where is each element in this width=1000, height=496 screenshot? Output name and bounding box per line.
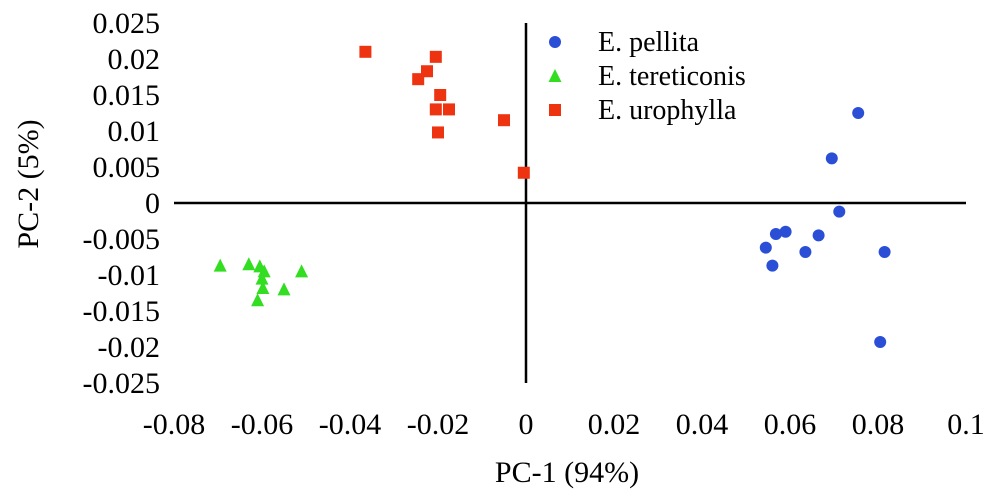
y-tick-label: 0.005	[93, 151, 161, 184]
point-e-urophylla	[429, 103, 442, 116]
x-tick-label: 0.02	[588, 408, 641, 441]
point-e-urophylla	[434, 89, 447, 101]
point-e-pellita	[878, 245, 891, 258]
x-tick-label: -0.08	[143, 408, 206, 441]
point-e-urophylla	[359, 45, 372, 58]
y-tick-label: -0.01	[98, 259, 161, 292]
point-e-tereticonis	[213, 258, 227, 272]
y-tick-label: 0.025	[93, 7, 161, 40]
y-tick-label: 0	[145, 187, 160, 220]
point-e-urophylla	[429, 50, 442, 63]
legend-marker-e-pellita	[549, 36, 561, 48]
point-e-tereticonis	[242, 257, 256, 271]
x-tick-label: -0.06	[231, 408, 294, 441]
point-e-urophylla	[412, 73, 425, 86]
point-e-pellita	[769, 227, 782, 240]
point-e-urophylla	[432, 126, 444, 139]
x-tick-label: 0.04	[676, 408, 729, 441]
y-axis-label: PC-2 (5%)	[12, 119, 45, 248]
point-e-pellita	[766, 259, 779, 272]
legend-marker-e-tereticonis	[548, 69, 562, 82]
data-points	[213, 45, 891, 348]
y-tick-label: -0.02	[98, 331, 161, 364]
point-e-tereticonis	[256, 280, 270, 294]
point-e-urophylla	[498, 114, 510, 127]
x-axis-label: PC-1 (94%)	[495, 456, 639, 489]
legend-label-e-tereticonis: E. tereticonis	[598, 61, 746, 92]
x-tick-label: 0.08	[852, 408, 905, 441]
tick-labels: -0.08 -0.06 -0.04 -0.02 0 0.02 0.04 0.06 0.08 0.1…	[83, 7, 985, 441]
axes	[174, 23, 966, 383]
point-e-pellita	[825, 152, 838, 165]
point-e-pellita	[874, 335, 887, 348]
point-e-tereticonis	[251, 293, 265, 307]
x-tick-label: -0.02	[407, 408, 470, 441]
y-tick-label: 0.02	[108, 43, 161, 76]
x-tick-label: 0	[519, 408, 534, 441]
legend-label-e-pellita: E. pellita	[598, 27, 700, 58]
point-e-pellita	[852, 107, 865, 119]
point-e-tereticonis	[277, 282, 291, 296]
x-tick-label: -0.04	[319, 408, 382, 441]
x-tick-label: 0.06	[764, 408, 817, 441]
y-tick-label: 0.01	[108, 115, 161, 148]
point-e-urophylla	[443, 103, 455, 116]
y-tick-label: 0.015	[93, 79, 161, 112]
point-e-pellita	[759, 241, 772, 254]
legend-marker-e-urophylla	[549, 104, 561, 116]
point-e-urophylla	[517, 166, 530, 179]
y-tick-label: -0.005	[83, 223, 161, 256]
point-e-pellita	[833, 205, 846, 218]
legend-label-e-urophylla: E. urophylla	[598, 95, 737, 126]
point-e-tereticonis	[295, 264, 309, 278]
point-e-pellita	[812, 229, 825, 242]
x-tick-label: 0.1	[947, 408, 985, 441]
y-tick-label: -0.015	[83, 295, 161, 328]
point-e-pellita	[779, 225, 792, 238]
point-e-pellita	[799, 245, 812, 258]
point-e-tereticonis	[255, 271, 269, 285]
y-tick-label: -0.025	[83, 367, 161, 400]
